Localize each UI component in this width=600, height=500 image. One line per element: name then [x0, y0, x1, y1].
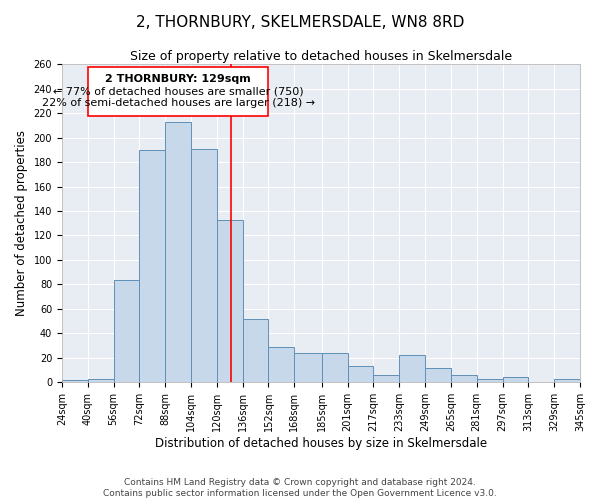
- Bar: [477, 378, 503, 382]
- Bar: [268, 347, 295, 382]
- Bar: [139, 150, 165, 382]
- Bar: [242, 318, 268, 382]
- Bar: [88, 378, 113, 382]
- FancyBboxPatch shape: [88, 66, 268, 116]
- Y-axis label: Number of detached properties: Number of detached properties: [15, 130, 28, 316]
- Text: 2, THORNBURY, SKELMERSDALE, WN8 8RD: 2, THORNBURY, SKELMERSDALE, WN8 8RD: [136, 15, 464, 30]
- Bar: [399, 356, 425, 382]
- Bar: [217, 220, 242, 382]
- Bar: [425, 368, 451, 382]
- Bar: [347, 366, 373, 382]
- Bar: [295, 353, 322, 382]
- X-axis label: Distribution of detached houses by size in Skelmersdale: Distribution of detached houses by size …: [155, 437, 487, 450]
- Bar: [554, 378, 580, 382]
- Text: Contains HM Land Registry data © Crown copyright and database right 2024.
Contai: Contains HM Land Registry data © Crown c…: [103, 478, 497, 498]
- Bar: [373, 375, 399, 382]
- Bar: [322, 353, 347, 382]
- Text: 2 THORNBURY: 129sqm: 2 THORNBURY: 129sqm: [105, 74, 251, 84]
- Bar: [165, 122, 191, 382]
- Text: 22% of semi-detached houses are larger (218) →: 22% of semi-detached houses are larger (…: [41, 98, 314, 108]
- Text: ← 77% of detached houses are smaller (750): ← 77% of detached houses are smaller (75…: [53, 86, 304, 96]
- Bar: [191, 148, 217, 382]
- Bar: [113, 280, 139, 382]
- Bar: [62, 380, 88, 382]
- Bar: [451, 375, 477, 382]
- Title: Size of property relative to detached houses in Skelmersdale: Size of property relative to detached ho…: [130, 50, 512, 63]
- Bar: [503, 378, 529, 382]
